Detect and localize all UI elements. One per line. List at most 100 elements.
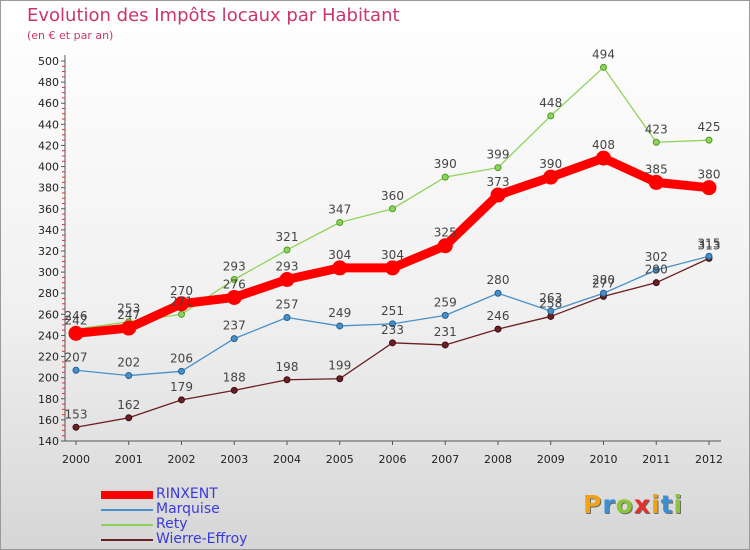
data-label-rety: 360: [381, 189, 404, 203]
data-label-marquise: 280: [592, 273, 615, 287]
legend-swatch-marquise: [101, 509, 153, 511]
data-point-wierre-effroy: [178, 396, 185, 404]
data-point-wierre-effroy: [336, 375, 344, 383]
y-tick-label: 240: [38, 329, 59, 342]
data-label-wierre-effroy: 231: [434, 325, 457, 339]
data-label-wierre-effroy: 277: [592, 276, 615, 290]
data-point-marquise: [494, 289, 502, 297]
data-point-marquise: [283, 314, 291, 321]
data-label-wierre-effroy: 290: [645, 263, 668, 277]
logo-letter: x: [633, 490, 651, 519]
chart-subtitle: (en € et par an): [27, 29, 114, 42]
y-tick-label: 260: [38, 308, 59, 321]
data-label-marquise: 302: [645, 250, 668, 264]
data-label-wierre-effroy: 233: [381, 323, 404, 337]
data-point-rinxent: [121, 320, 137, 336]
data-label-rety: 293: [223, 260, 246, 274]
data-point-rinxent: [490, 187, 506, 203]
x-tick-label: 2007: [431, 453, 459, 466]
data-label-rinxent: 242: [65, 313, 88, 327]
y-tick-label: 140: [38, 435, 59, 448]
x-tick-label: 2000: [62, 453, 90, 466]
data-label-rinxent: 304: [381, 248, 404, 262]
legend-label-marquise: Marquise: [156, 501, 220, 517]
x-tick-label: 2002: [168, 453, 196, 466]
data-point-marquise: [125, 372, 133, 380]
data-label-rety: 390: [434, 157, 457, 171]
chart-title: Evolution des Impôts locaux par Habitant: [27, 5, 400, 26]
data-label-rinxent: 380: [698, 168, 721, 182]
data-point-rinxent: [174, 296, 189, 312]
data-label-marquise: 237: [223, 319, 246, 333]
x-tick-label: 2004: [273, 453, 301, 466]
data-label-rety: 253: [117, 302, 140, 316]
data-label-rinxent: 325: [434, 226, 457, 240]
data-label-rety: 425: [698, 120, 721, 134]
logo-letter: P: [583, 490, 603, 519]
data-label-rinxent: 304: [328, 248, 351, 262]
y-tick-label: 300: [38, 266, 59, 279]
data-label-rinxent: 408: [592, 138, 615, 152]
data-point-rinxent: [332, 260, 348, 276]
data-point-marquise: [547, 307, 555, 315]
data-point-rinxent: [648, 174, 664, 190]
data-label-rinxent: 270: [170, 284, 193, 298]
legend-label-rinxent: RINXENT: [156, 486, 218, 502]
y-tick-label: 180: [38, 393, 59, 406]
data-point-rinxent: [226, 289, 242, 305]
data-label-wierre-effroy: 258: [539, 296, 562, 310]
data-label-rety: 347: [328, 203, 351, 217]
data-point-marquise: [230, 335, 238, 343]
data-point-rety: [600, 63, 607, 71]
data-point-rinxent: [385, 260, 400, 276]
data-point-marquise: [652, 266, 660, 274]
data-label-rety: 246: [65, 309, 88, 323]
y-tick-label: 320: [38, 245, 59, 258]
data-label-rinxent: 247: [117, 308, 140, 322]
y-tick-label: 200: [38, 372, 59, 385]
x-tick-label: 2011: [642, 453, 670, 466]
logo-letter: t: [660, 490, 674, 519]
data-point-marquise: [72, 366, 80, 374]
data-point-wierre-effroy: [230, 386, 238, 394]
data-point-rety: [441, 173, 449, 181]
data-label-wierre-effroy: 162: [117, 398, 140, 412]
data-point-wierre-effroy: [283, 376, 291, 384]
data-point-rety: [652, 138, 660, 146]
data-label-wierre-effroy: 199: [328, 359, 351, 373]
y-tick-label: 480: [38, 76, 59, 89]
y-tick-label: 400: [38, 161, 59, 174]
data-label-wierre-effroy: 198: [276, 360, 299, 374]
data-point-marquise: [389, 320, 396, 328]
data-label-marquise: 280: [487, 273, 510, 287]
y-tick-label: 440: [38, 118, 59, 131]
y-tick-label: 160: [38, 414, 59, 427]
data-point-rinxent: [543, 169, 559, 185]
data-point-rinxent: [596, 150, 611, 166]
data-label-rety: 271: [170, 294, 193, 308]
y-tick-label: 420: [38, 139, 59, 152]
data-point-rety: [336, 219, 344, 226]
x-tick-label: 2001: [115, 453, 143, 466]
y-tick-label: 500: [38, 55, 59, 68]
y-tick-label: 380: [38, 182, 59, 195]
data-point-rinxent: [437, 238, 453, 254]
y-tick-label: 360: [38, 203, 59, 216]
y-tick-label: 340: [38, 224, 59, 237]
data-point-marquise: [336, 322, 344, 330]
y-tick-label: 460: [38, 97, 59, 110]
x-tick-label: 2005: [326, 453, 354, 466]
data-point-rety: [705, 136, 713, 144]
data-point-wierre-effroy: [652, 279, 660, 287]
x-tick-label: 2010: [590, 453, 618, 466]
data-point-rety: [547, 112, 555, 120]
data-label-marquise: 251: [381, 304, 404, 318]
data-point-wierre-effroy: [125, 414, 133, 422]
data-label-rinxent: 276: [223, 277, 246, 291]
legend-label-wierre-effroy: Wierre-Effroy: [156, 531, 248, 547]
data-point-wierre-effroy: [389, 339, 396, 347]
data-label-wierre-effroy: 179: [170, 380, 193, 394]
data-point-rety: [178, 310, 185, 318]
